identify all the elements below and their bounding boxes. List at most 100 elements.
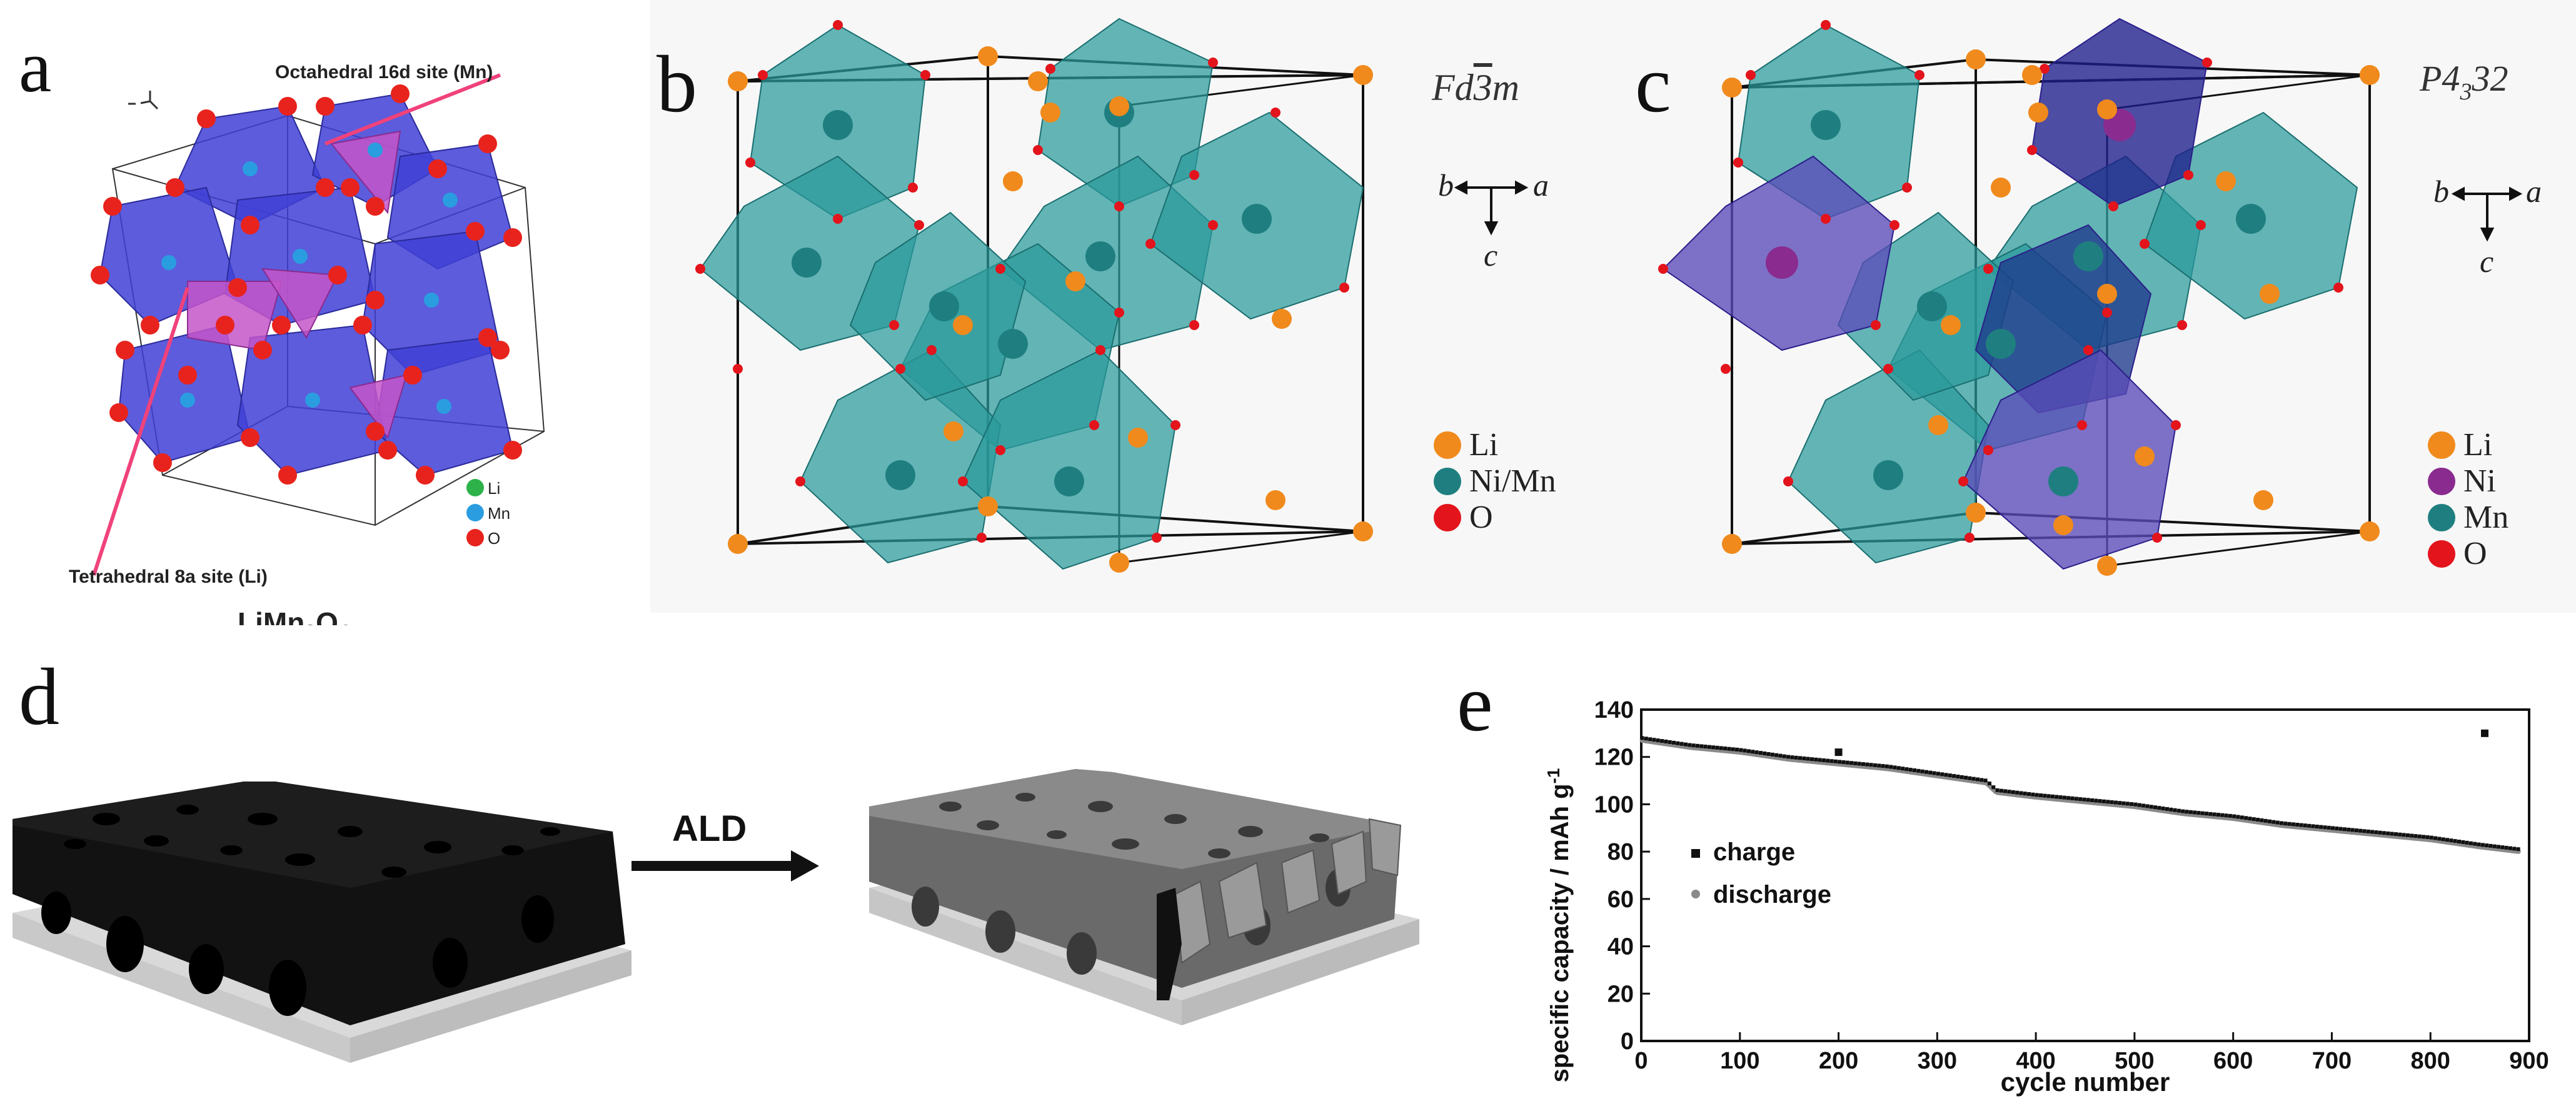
axes-indicator-b (1454, 180, 1529, 236)
charge-point (2465, 840, 2469, 845)
legend-c-swatch-o (2428, 540, 2455, 568)
charge-point (1715, 745, 1719, 750)
charge-point (2113, 800, 2118, 805)
axis-b-label-c: b (2433, 174, 2449, 209)
charge-point (2101, 799, 2106, 803)
legend-c-li: Li (2463, 427, 2492, 463)
charge-point (1968, 776, 1972, 780)
charge-point (2176, 808, 2181, 813)
charge-point (2055, 795, 2059, 799)
charge-point (2461, 840, 2465, 844)
spinel-structure-a: Octahedral 16d site (Mn) Tetrahedral 8a … (69, 62, 545, 625)
charge-point (2386, 831, 2390, 835)
li-atoms-b (728, 46, 1373, 573)
x-tick-label: 500 (2115, 1048, 2154, 1074)
y-tick-label: 80 (1607, 839, 1634, 865)
charge-point (1786, 755, 1791, 759)
charge-point (2382, 831, 2387, 835)
charge-point (1766, 752, 1771, 756)
charge-point (1790, 755, 1794, 760)
charge-point (1932, 771, 1936, 775)
charge-point (2272, 820, 2276, 824)
charge-point (1676, 741, 1680, 745)
charge-point (1999, 788, 2003, 793)
charge-point (2169, 807, 2173, 812)
charge-point (1948, 773, 1952, 778)
charge-point (2078, 797, 2083, 802)
mn-atoms (161, 143, 458, 414)
o-atoms-c (1658, 20, 2343, 543)
charge-point (2220, 813, 2225, 817)
legend-b-nimn: Ni/Mn (1469, 463, 1556, 499)
charge-point (2157, 806, 2161, 810)
y-tick-label: 0 (1621, 1028, 1634, 1055)
charge-point (2453, 839, 2457, 843)
charge-point (1703, 745, 1708, 749)
charge-point (2433, 836, 2438, 840)
charge-point (1833, 759, 1838, 763)
charge-point (1818, 758, 1822, 762)
legend-charge-marker (1691, 849, 1700, 858)
charge-point (2398, 832, 2402, 837)
charge-point (2374, 830, 2378, 835)
charge-point (1699, 744, 1704, 748)
charge-point (2251, 817, 2256, 822)
charge-point (2007, 790, 2011, 794)
charge-point (2445, 838, 2450, 842)
charge-point (1644, 736, 1648, 741)
charge-point (2303, 823, 2307, 828)
charge-point (2062, 795, 2066, 800)
charge-point (2125, 802, 2130, 806)
plot-frame (1640, 708, 2530, 1042)
charge-point (2121, 801, 2126, 805)
legend-a-swatch-o (466, 529, 484, 546)
charge-point (1841, 760, 1846, 765)
charge-point (2043, 793, 2047, 798)
charge-point (2137, 803, 2141, 807)
charge-point (2417, 834, 2422, 838)
charge-point (1656, 738, 1660, 743)
charge-point (1751, 750, 1755, 754)
legend-a: Li Mn O (466, 479, 510, 548)
x-tick-label: 700 (2312, 1048, 2352, 1074)
charge-point (2390, 832, 2394, 836)
legend-a-swatch-li (466, 479, 484, 496)
x-tick-label: 600 (2213, 1048, 2253, 1074)
charge-point (2449, 838, 2453, 843)
fd3m-structure: Fd3m b a c Li Ni/Mn O (695, 18, 1556, 573)
x-tick-label: 0 (1634, 1048, 1648, 1074)
charge-point (1889, 765, 1893, 769)
charge-point (1754, 750, 1759, 755)
charge-point (1684, 742, 1688, 747)
charge-point (2354, 828, 2358, 833)
charge-point (1928, 770, 1933, 775)
charge-point (2287, 822, 2292, 826)
charge-point (2331, 826, 2335, 830)
charge-point (2256, 818, 2260, 822)
y-tick-label: 120 (1594, 745, 1634, 771)
charge-point (1826, 758, 1830, 763)
panel-e-letter: e (1457, 658, 1493, 748)
space-group-c: P4332 (2419, 58, 2508, 105)
charge-point (2074, 797, 2078, 801)
charge-point (1983, 778, 1988, 783)
charge-point (1688, 743, 1692, 747)
legend-c-o: O (2463, 536, 2487, 571)
charge-point (1916, 768, 1921, 773)
legend-charge-label: charge (1713, 838, 1795, 866)
charge-point (2492, 844, 2497, 848)
charge-point (1723, 747, 1728, 751)
charge-point (2370, 830, 2375, 834)
charge-point (2133, 802, 2138, 807)
charge-point (2003, 789, 2008, 793)
legend-a-swatch-mn (466, 504, 484, 521)
charge-outlier-point (1834, 748, 1843, 757)
coating-flakes (1174, 818, 1402, 964)
charge-point (2023, 792, 2027, 796)
pores-before (41, 805, 560, 1016)
charge-point (2516, 847, 2520, 852)
charge-point (2441, 837, 2445, 842)
charge-point (1648, 737, 1653, 742)
charge-point (1782, 754, 1786, 758)
charge-point (2015, 790, 2020, 795)
